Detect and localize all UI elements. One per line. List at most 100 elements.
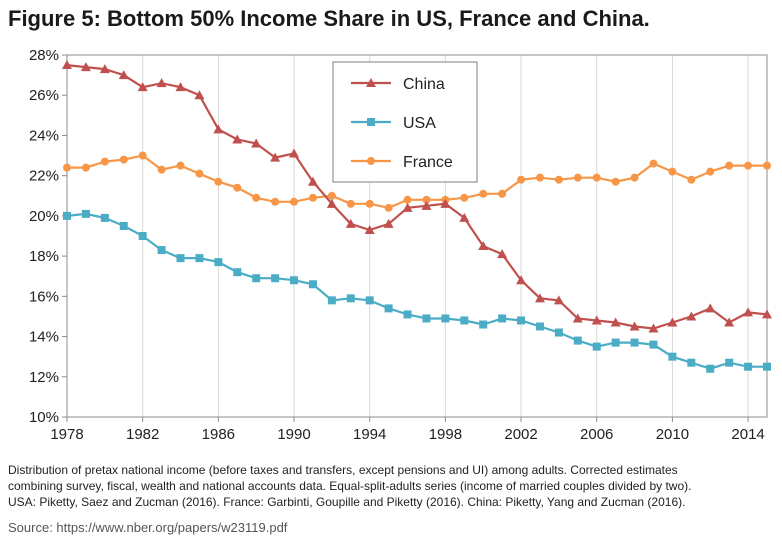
notes-line-3: USA: Piketty, Saez and Zucman (2016). Fr…	[8, 495, 686, 509]
data-point-france	[365, 199, 374, 208]
data-point-usa	[725, 358, 734, 367]
data-point-france	[176, 161, 185, 170]
legend-entry-china: China	[351, 76, 445, 93]
data-point-usa	[535, 322, 544, 331]
data-point-china	[62, 60, 72, 70]
y-tick-label: 22%	[29, 168, 59, 185]
data-point-france	[592, 173, 601, 182]
data-point-china	[648, 323, 659, 333]
axes: 10% 12% 14% 16% 18% 20% 22% 24% 26% 28% 1978 1982 19…	[29, 47, 768, 443]
data-point-china	[629, 321, 640, 331]
data-point-usa	[706, 364, 715, 373]
data-point-usa	[744, 362, 753, 371]
data-point-usa	[441, 314, 450, 323]
data-point-china	[667, 317, 678, 327]
x-tick-label: 1978	[50, 426, 83, 443]
y-tick-label: 14%	[29, 329, 59, 346]
data-point-usa	[668, 352, 677, 361]
data-point-france	[725, 161, 734, 170]
y-tick-label: 26%	[29, 87, 59, 104]
legend-entry-france: France	[351, 154, 453, 171]
data-point-usa	[271, 274, 280, 283]
line-chart: 10% 12% 14% 16% 18% 20% 22% 24% 26% 28% 1978 1982 19…	[29, 47, 772, 443]
data-point-france	[327, 191, 336, 200]
data-point-usa	[498, 314, 507, 323]
data-point-usa	[252, 274, 261, 283]
notes-line-1: Distribution of pretax national income (…	[8, 463, 678, 477]
data-point-usa	[687, 358, 696, 367]
data-point-usa	[290, 276, 299, 285]
data-point-france	[138, 151, 147, 160]
data-point-usa	[327, 296, 336, 305]
data-point-china	[213, 124, 224, 134]
y-tick-label: 28%	[29, 47, 59, 64]
data-point-france	[252, 193, 261, 202]
data-point-usa	[592, 342, 601, 351]
data-point-france	[157, 165, 166, 174]
notes-line-2: combining survey, fiscal, wealth and nat…	[8, 479, 692, 493]
legend-label: USA	[403, 115, 436, 132]
data-point-usa	[630, 338, 639, 347]
y-tick-label: 24%	[29, 127, 59, 144]
data-point-china	[345, 218, 356, 228]
data-point-france	[763, 161, 771, 170]
data-point-china	[307, 176, 318, 186]
data-point-france	[384, 203, 393, 212]
x-tick-label: 2014	[731, 426, 764, 443]
series-france	[63, 151, 771, 212]
data-point-usa	[422, 314, 431, 323]
legend-marker	[367, 118, 375, 126]
data-point-china	[364, 224, 375, 234]
x-tick-label: 1998	[429, 426, 462, 443]
data-point-france	[233, 183, 242, 192]
data-point-usa	[233, 268, 242, 277]
data-point-china	[553, 295, 564, 305]
data-point-china	[118, 70, 129, 80]
data-point-france	[214, 177, 223, 186]
x-tick-label: 1990	[277, 426, 310, 443]
data-point-china	[534, 293, 545, 303]
x-tick-label: 2006	[580, 426, 613, 443]
data-point-usa	[138, 232, 147, 240]
x-tick-label: 1994	[353, 426, 386, 443]
data-point-france	[308, 193, 317, 202]
data-point-china	[326, 198, 337, 208]
data-point-france	[119, 155, 128, 164]
data-point-usa	[403, 310, 412, 319]
y-tick-label: 10%	[29, 409, 59, 426]
data-point-france	[195, 169, 204, 178]
legend-marker	[366, 78, 376, 87]
legend-label: China	[403, 76, 445, 93]
data-point-china	[686, 311, 697, 321]
data-point-france	[517, 175, 526, 184]
series-line-usa	[66, 212, 767, 370]
chart-notes: Distribution of pretax national income (…	[8, 462, 778, 510]
data-point-china	[724, 317, 735, 327]
data-point-france	[498, 189, 507, 198]
data-point-china	[478, 241, 489, 251]
data-point-china	[175, 82, 186, 92]
data-point-france	[460, 193, 469, 202]
data-point-china	[383, 218, 394, 228]
data-point-france	[630, 173, 639, 182]
data-point-usa	[611, 338, 620, 347]
data-point-france	[744, 161, 753, 170]
data-point-china	[610, 317, 621, 327]
data-point-usa	[63, 211, 71, 220]
data-point-china	[99, 64, 110, 74]
data-point-france	[63, 163, 71, 172]
data-point-usa	[157, 246, 166, 255]
data-point-france	[290, 197, 299, 206]
plot-frame	[66, 54, 768, 418]
data-point-france	[573, 173, 582, 182]
data-point-usa	[195, 254, 204, 263]
x-tick-label: 2010	[656, 426, 689, 443]
data-point-china	[743, 307, 754, 317]
y-tick-label: 16%	[29, 288, 59, 305]
x-tick-label: 2002	[504, 426, 537, 443]
data-point-france	[403, 195, 412, 204]
data-point-usa	[384, 304, 393, 313]
data-point-usa	[100, 213, 109, 222]
data-point-usa	[214, 258, 223, 267]
x-tick-label: 1986	[202, 426, 235, 443]
